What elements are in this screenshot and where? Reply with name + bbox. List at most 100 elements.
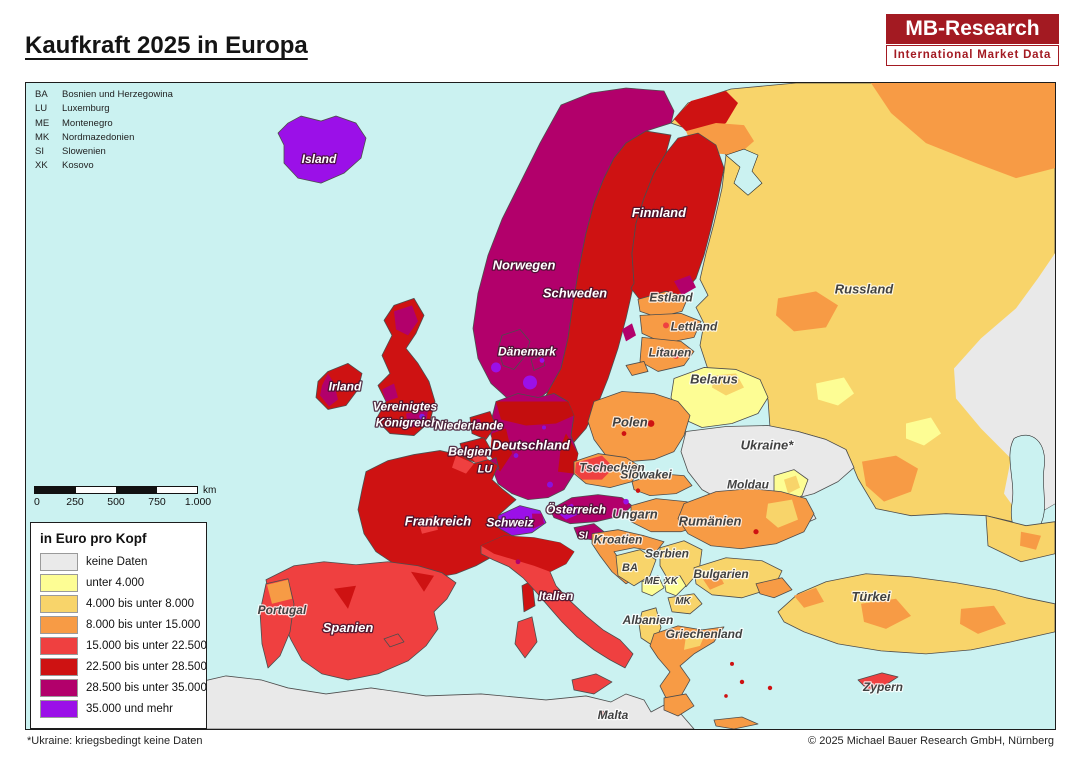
legend-item: keine Daten: [40, 553, 197, 571]
map-label: Belarus: [690, 371, 738, 386]
region-peloponnese: [663, 693, 695, 717]
region-tyrol: [556, 503, 580, 520]
legend-swatch: [40, 574, 78, 592]
region-wallonia: [470, 449, 488, 464]
map-label: Bulgarien: [693, 567, 748, 581]
country-russia: [670, 83, 1055, 525]
region-frankfurt: [513, 453, 519, 458]
legend-swatch: [40, 616, 78, 634]
map-label: Estland: [649, 290, 693, 304]
map-label: Irland: [329, 379, 362, 393]
map-labels: Island Norwegen Schweden Finnland Estland Let…: [256, 151, 904, 723]
region-vienna: [623, 498, 629, 505]
legend-label: 8.000 bis unter 15.000: [86, 619, 201, 631]
map-label: Österreich: [546, 502, 606, 517]
legend-swatch: [40, 700, 78, 718]
region-sofia: [702, 571, 724, 590]
country-serbia: [659, 540, 703, 588]
map-label: Griechenland: [666, 627, 743, 641]
region-bratislava: [635, 488, 641, 493]
map-label: Polen: [612, 415, 647, 430]
legend-swatch: [40, 658, 78, 676]
map-label: Deutschland: [492, 438, 571, 453]
region-munich: [547, 481, 553, 488]
map-label: MK: [675, 596, 691, 607]
region-stockholm: [622, 323, 636, 342]
map-label: Italien: [539, 589, 574, 603]
region-riga: [663, 322, 669, 329]
legend-item: 4.000 bis unter 8.000: [40, 595, 197, 613]
region-krasnodar: [862, 455, 918, 502]
region-kaunas: [660, 348, 666, 355]
scalebar-bar: km: [34, 485, 216, 496]
country-france: [357, 450, 517, 579]
legend-swatch: [40, 553, 78, 571]
region-germany-east: [558, 433, 578, 474]
map-label: Türkei: [852, 589, 891, 604]
map-label: Schweiz: [486, 516, 533, 530]
island-sicily: [571, 673, 613, 695]
region-portugal-north: [267, 579, 292, 604]
scalebar-segment: [156, 487, 197, 493]
legend-label: 28.500 bis unter 35.000: [86, 682, 207, 694]
map-label: Serbien: [645, 547, 689, 561]
country-macedonia: [667, 593, 703, 615]
legend-item: 28.500 bis unter 35.000: [40, 679, 207, 697]
logo-name: MB-Research: [886, 14, 1059, 44]
abbreviation-item: LU Luxemburg: [35, 103, 110, 115]
caspian-sea: [1009, 434, 1045, 537]
map-label: Dänemark: [498, 344, 557, 358]
region-vilnius: [672, 352, 680, 359]
island-balearics: [383, 633, 405, 648]
scalebar-segment: [35, 487, 76, 493]
region-belarus-patch: [712, 373, 744, 396]
map-label: Rumänien: [679, 514, 742, 529]
island-rhodes: [767, 685, 773, 691]
legend-items: keine Daten unter 4.000 4.000 bis unter 8.…: [40, 553, 207, 718]
region-prague: [595, 463, 601, 470]
legend: in Euro pro Kopf keine Daten unter 4.000 4…: [30, 522, 207, 729]
region-madrid: [334, 585, 356, 609]
country-denmark: [497, 328, 531, 370]
region-moscow: [776, 291, 838, 332]
map-label: Norwegen: [493, 257, 556, 272]
region-germany-north: [496, 401, 574, 426]
abbreviation-item: XK Kosovo: [35, 160, 94, 172]
region-istanbul: [794, 587, 824, 608]
island-sardinia: [514, 616, 538, 659]
map-label: Lettland: [671, 319, 718, 333]
country-iceland: [277, 115, 367, 184]
island-aegean-1: [730, 661, 734, 666]
legend-label: 35.000 und mehr: [86, 703, 173, 715]
map-label: Albanien: [622, 613, 674, 627]
legend-label: 22.500 bis unter 28.500: [86, 661, 207, 673]
map-label: Frankreich: [405, 514, 471, 529]
country-greece: [649, 625, 725, 703]
map-label: Malta: [598, 708, 629, 722]
map-label: Spanien: [323, 620, 374, 635]
scalebar-tick: 250: [66, 496, 84, 508]
logo: MB-Research International Market Data: [886, 14, 1059, 66]
region-moldova-patch: [784, 475, 800, 494]
region-russia-northeast: [871, 83, 1055, 179]
country-uk: [375, 297, 436, 436]
legend-swatch: [40, 637, 78, 655]
abbreviation-item: SI Slowenien: [35, 146, 106, 157]
island-cyprus: [857, 672, 899, 691]
region-kaliningrad: [625, 361, 649, 376]
scalebar-tick: 500: [107, 496, 125, 508]
country-montenegro: [641, 575, 665, 597]
country-turkey: [777, 573, 1055, 655]
legend-item: 15.000 bis unter 22.500: [40, 637, 207, 655]
region-wolfsburg: [542, 425, 546, 430]
scalebar-tick: 750: [148, 496, 166, 508]
map-label: Tschechien: [579, 461, 645, 475]
region-oslo: [523, 375, 537, 390]
map-label: Ukraine*: [741, 438, 795, 453]
abbreviation-item: ME Montenegro: [35, 117, 113, 129]
scalebar-segment: [116, 487, 157, 493]
region-italy-north: [481, 535, 574, 572]
region-poznan: [621, 431, 627, 436]
abbreviation-item: BA Bosnien und Herzegowina: [35, 89, 173, 100]
country-lithuania: [639, 336, 695, 372]
